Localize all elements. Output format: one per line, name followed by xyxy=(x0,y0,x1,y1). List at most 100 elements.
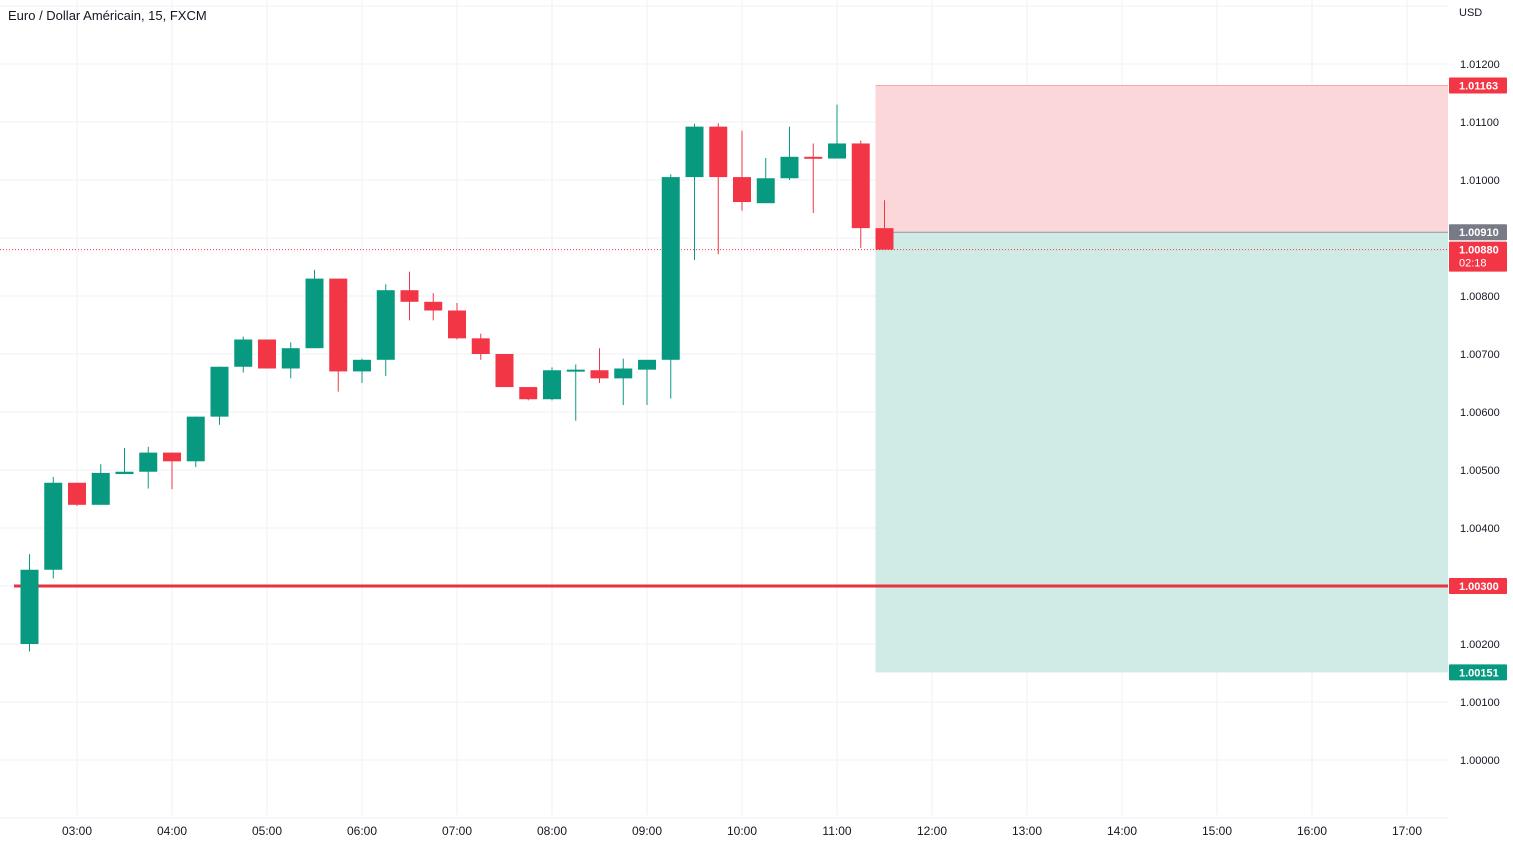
x-tick-label: 06:00 xyxy=(347,824,377,838)
chart-title: Euro / Dollar Américain, 15, FXCM xyxy=(8,8,207,23)
candle xyxy=(329,278,348,392)
price-tag-label: 1.00300 xyxy=(1459,581,1499,593)
candle-body xyxy=(661,177,680,360)
candle xyxy=(163,452,181,490)
candle xyxy=(139,446,158,489)
y-tick-label: 1.00600 xyxy=(1460,407,1500,419)
candle xyxy=(234,336,253,373)
candle xyxy=(495,354,514,388)
candle xyxy=(828,104,846,159)
currency-label: USD xyxy=(1459,7,1483,19)
price-tag-label: 1.00151 xyxy=(1459,667,1499,679)
x-tick-label: 08:00 xyxy=(537,824,567,838)
price-tag-countdown: 02:18 xyxy=(1459,258,1487,270)
candle-body xyxy=(353,359,371,372)
candle-body xyxy=(638,359,656,370)
candle-body xyxy=(163,452,181,462)
y-tick-label: 1.00000 xyxy=(1460,755,1500,767)
candle-body xyxy=(756,178,775,204)
price-tag-bg xyxy=(1449,224,1507,241)
candle-body xyxy=(828,143,846,159)
candle xyxy=(305,269,324,349)
candle xyxy=(376,284,395,377)
price-tag-stop: 1.01163 xyxy=(1449,77,1507,94)
candle-body xyxy=(400,290,419,302)
candle xyxy=(804,143,823,214)
candle-body xyxy=(851,143,870,229)
candle-body xyxy=(519,387,538,400)
x-tick-label: 11:00 xyxy=(822,824,851,838)
candle xyxy=(68,482,86,506)
candle xyxy=(91,464,110,505)
price-tag-bg xyxy=(1449,77,1507,94)
x-tick-label: 09:00 xyxy=(632,824,662,838)
x-tick-label: 05:00 xyxy=(252,824,282,838)
candle xyxy=(638,359,656,406)
candle-body xyxy=(424,301,443,311)
candle-body xyxy=(139,452,158,472)
x-tick-label: 03:00 xyxy=(62,824,92,838)
candle-body xyxy=(448,310,466,339)
candle-body xyxy=(543,370,561,400)
candle-body xyxy=(329,278,348,372)
x-tick-label: 12:00 xyxy=(917,824,947,838)
y-tick-label: 1.00100 xyxy=(1460,697,1500,709)
candle xyxy=(851,140,870,248)
candle-body xyxy=(471,338,490,354)
price-tag-bg xyxy=(1449,241,1507,272)
candle-body xyxy=(733,177,751,203)
x-tick-label: 17:00 xyxy=(1392,824,1422,838)
x-tick-label: 13:00 xyxy=(1012,824,1042,838)
candle xyxy=(875,200,894,250)
candle xyxy=(566,364,585,421)
x-tick-label: 04:00 xyxy=(157,824,187,838)
candle-body xyxy=(186,416,205,462)
candle xyxy=(685,123,704,261)
candle-body xyxy=(376,290,395,360)
candle xyxy=(709,123,728,255)
candle xyxy=(756,157,775,204)
take-profit-zone xyxy=(875,232,1448,673)
candle-body xyxy=(91,472,110,505)
candle xyxy=(590,348,609,383)
candle-body xyxy=(68,482,86,505)
candle xyxy=(258,339,276,369)
candle xyxy=(400,271,419,321)
x-tick-label: 07:00 xyxy=(442,824,472,838)
price-tag-bg xyxy=(1449,578,1507,594)
candle xyxy=(733,130,751,211)
candle-body xyxy=(305,278,324,349)
candle-body xyxy=(115,471,134,475)
y-tick-label: 1.00800 xyxy=(1460,291,1500,303)
candle xyxy=(210,366,229,425)
candle xyxy=(281,342,300,379)
candle-body xyxy=(875,228,894,250)
candle xyxy=(519,387,538,401)
price-tag-label: 1.00910 xyxy=(1459,227,1499,239)
price-tag-bg xyxy=(1449,664,1507,681)
candle xyxy=(20,554,39,652)
price-tag-target: 1.00151 xyxy=(1449,664,1507,681)
candle xyxy=(543,367,561,401)
y-tick-label: 1.00500 xyxy=(1460,465,1500,477)
x-tick-label: 15:00 xyxy=(1202,824,1232,838)
stop-loss-zone xyxy=(875,85,1448,233)
y-tick-label: 1.00700 xyxy=(1460,349,1500,361)
x-tick-label: 16:00 xyxy=(1297,824,1327,838)
price-tag-label: 1.01163 xyxy=(1459,80,1498,92)
candle xyxy=(186,416,205,468)
candle-body xyxy=(234,339,253,367)
candle xyxy=(471,333,490,360)
candle-body xyxy=(780,156,799,179)
candle xyxy=(353,358,371,383)
y-tick-label: 1.01200 xyxy=(1460,59,1500,71)
candle-body xyxy=(281,348,300,369)
x-tick-label: 14:00 xyxy=(1107,824,1137,838)
y-tick-label: 1.01100 xyxy=(1460,117,1499,129)
candle xyxy=(115,447,134,475)
candle xyxy=(448,302,466,340)
x-tick-label: 10:00 xyxy=(727,824,757,838)
candle xyxy=(44,476,63,579)
